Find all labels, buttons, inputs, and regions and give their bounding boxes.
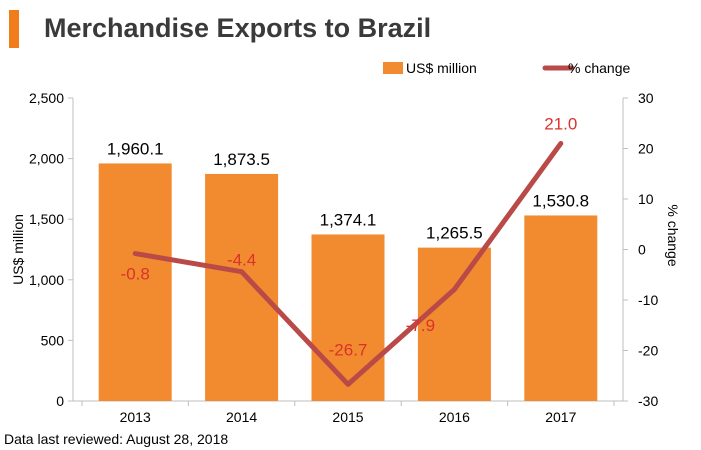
legend: US$ million % change [383,60,630,76]
y-tick-label-left: 2,000 [29,151,64,167]
line-path [132,140,564,387]
y-tick-label-right: -10 [638,292,658,308]
y-tick-label-right: 20 [638,141,654,157]
title-accent-bar [9,10,19,48]
data-labels: 1,960.1 1,873.5 1,374.1 1,265.5 1,530.8 -0.8 -… [107,114,589,359]
axes: 0 500 1,000 1,500 2,000 2,500 -30 -20 -10 0 10 20 30… [10,90,681,425]
x-tick-label: 2017 [545,409,576,425]
combo-chart: US$ million % change 0 500 1,000 1,500 2,000 2… [10,60,681,425]
bar-value-label: 1,265.5 [426,224,483,243]
y-tick-label-right: -30 [638,393,658,409]
line-value-label: -26.7 [329,341,368,360]
bar-value-label: 1,374.1 [320,210,377,229]
bar [311,234,385,401]
x-tick-label: 2014 [226,409,257,425]
bar [417,247,491,401]
y-tick-label-left: 1,000 [29,272,64,288]
x-tick-label: 2016 [439,409,470,425]
y-tick-label-right: 0 [638,242,646,258]
y-tick-label-right: 10 [638,191,654,207]
y-axis-title-left: US$ million [10,214,26,285]
bar-value-label: 1,960.1 [107,139,164,158]
legend-label-line: % change [568,60,630,76]
x-tick-label: 2015 [332,409,363,425]
y-tick-label-right: 30 [638,90,654,106]
y-tick-label-left: 500 [41,332,65,348]
bar-value-label: 1,530.8 [532,191,589,210]
bar-series [98,163,598,401]
line-value-label: -0.8 [121,265,150,284]
bar-value-label: 1,873.5 [213,150,270,169]
line-value-label: -7.9 [406,316,435,335]
chart-title: Merchandise Exports to Brazil [44,13,432,43]
bar [98,163,172,401]
legend-label-bar: US$ million [406,60,477,76]
footnote: Data last reviewed: August 28, 2018 [4,431,229,447]
legend-swatch-bar [383,62,403,74]
bar [205,173,279,401]
y-tick-label-right: -20 [638,343,658,359]
line-series [132,140,564,387]
x-tick-label: 2013 [120,409,151,425]
y-tick-label-left: 2,500 [29,90,64,106]
line-value-label: 21.0 [544,114,577,133]
y-axis-title-right: % change [665,204,681,266]
y-tick-label-left: 0 [56,393,64,409]
line-value-label: -4.4 [227,251,256,270]
bar [524,215,598,401]
y-tick-label-left: 1,500 [29,211,64,227]
